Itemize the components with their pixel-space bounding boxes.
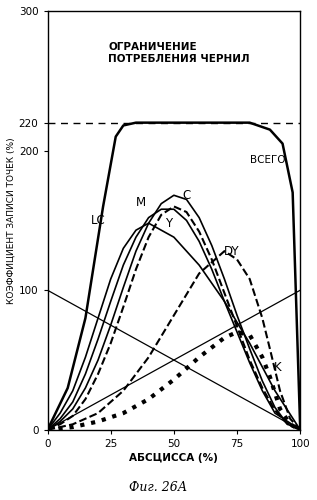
Text: K: K <box>274 360 281 374</box>
Text: M: M <box>136 196 146 208</box>
Text: Фиг. 26А: Фиг. 26А <box>129 481 188 494</box>
Text: LC: LC <box>91 214 106 227</box>
Text: Y: Y <box>165 216 172 230</box>
Text: ВСЕГО: ВСЕГО <box>249 156 285 166</box>
X-axis label: АБСЦИССА (%): АБСЦИССА (%) <box>129 453 218 463</box>
Text: ОГРАНИЧЕНИЕ
ПОТРЕБЛЕНИЯ ЧЕРНИЛ: ОГРАНИЧЕНИЕ ПОТРЕБЛЕНИЯ ЧЕРНИЛ <box>108 42 250 64</box>
Text: C: C <box>182 189 191 202</box>
Text: DY: DY <box>224 244 240 258</box>
Y-axis label: КОЭФФИЦИЕНТ ЗАПИСИ ТОЧЕК (%): КОЭФФИЦИЕНТ ЗАПИСИ ТОЧЕК (%) <box>7 137 16 304</box>
